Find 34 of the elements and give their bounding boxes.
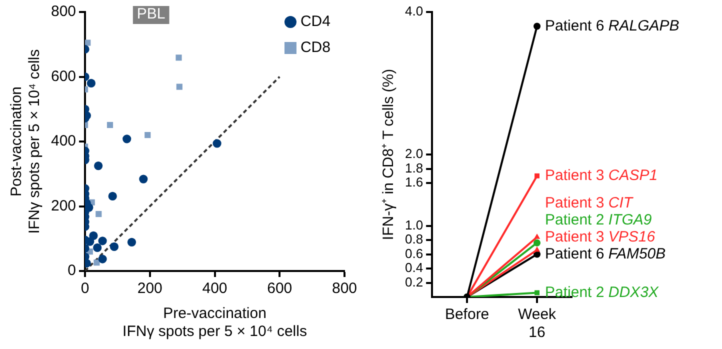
y-tick-label: 0.6 [404, 246, 424, 261]
x-tick-label: Week 16 [518, 306, 557, 342]
y-tick-label: 4.0 [404, 4, 424, 19]
legend-label: CD8 [300, 39, 330, 56]
series-label: Patient 2 DDX3X [545, 284, 660, 301]
x-tick-label: 400 [202, 280, 228, 298]
x-axis-title: Pre-vaccination IFNγ spots per 5 × 10⁴ cells [122, 305, 307, 340]
series-label: Patient 3 VPS16 [545, 228, 656, 246]
y-tick-label: 0 [68, 262, 76, 280]
y-tick-label: 0.2 [404, 274, 424, 290]
series-label: Patient 3 CIT [545, 194, 634, 212]
x-tick-label: 200 [137, 280, 162, 298]
y-tick-label: 200 [50, 197, 76, 214]
x-tick-label: 800 [332, 280, 357, 298]
x-tick-label: 0 [80, 280, 90, 298]
y-tick-label: 600 [50, 68, 76, 85]
series-label: Patient 6 FAM50B [545, 245, 666, 262]
y-tick-label: 800 [50, 3, 76, 20]
y-tick-label: 0.8 [404, 232, 424, 247]
x-tick-label: 600 [267, 280, 292, 298]
x-tick-label: Before [444, 306, 490, 324]
y-tick-label: 1.6 [404, 174, 424, 190]
y-tick-label: 2.0 [404, 146, 424, 162]
series-label: Patient 3 CASP1 [545, 167, 658, 184]
series-label: Patient 2 ITGA9 [545, 211, 652, 228]
y-axis-title: IFN-γ⁺ in CD8⁺ T cells (%) [380, 68, 398, 240]
y-tick-label: 400 [50, 132, 76, 150]
y-tick-label: 1.8 [404, 160, 424, 176]
series-label: Patient 6 RALGAPB [545, 17, 680, 34]
y-tick-label: 1.0 [404, 217, 424, 232]
y-axis-title: Post-vaccination IFNγ spots per 5 × 10⁴ cells [8, 49, 44, 234]
annotation: PBL [136, 6, 166, 23]
y-tick-label: 0.4 [404, 260, 424, 276]
legend-label: CD4 [300, 13, 330, 30]
